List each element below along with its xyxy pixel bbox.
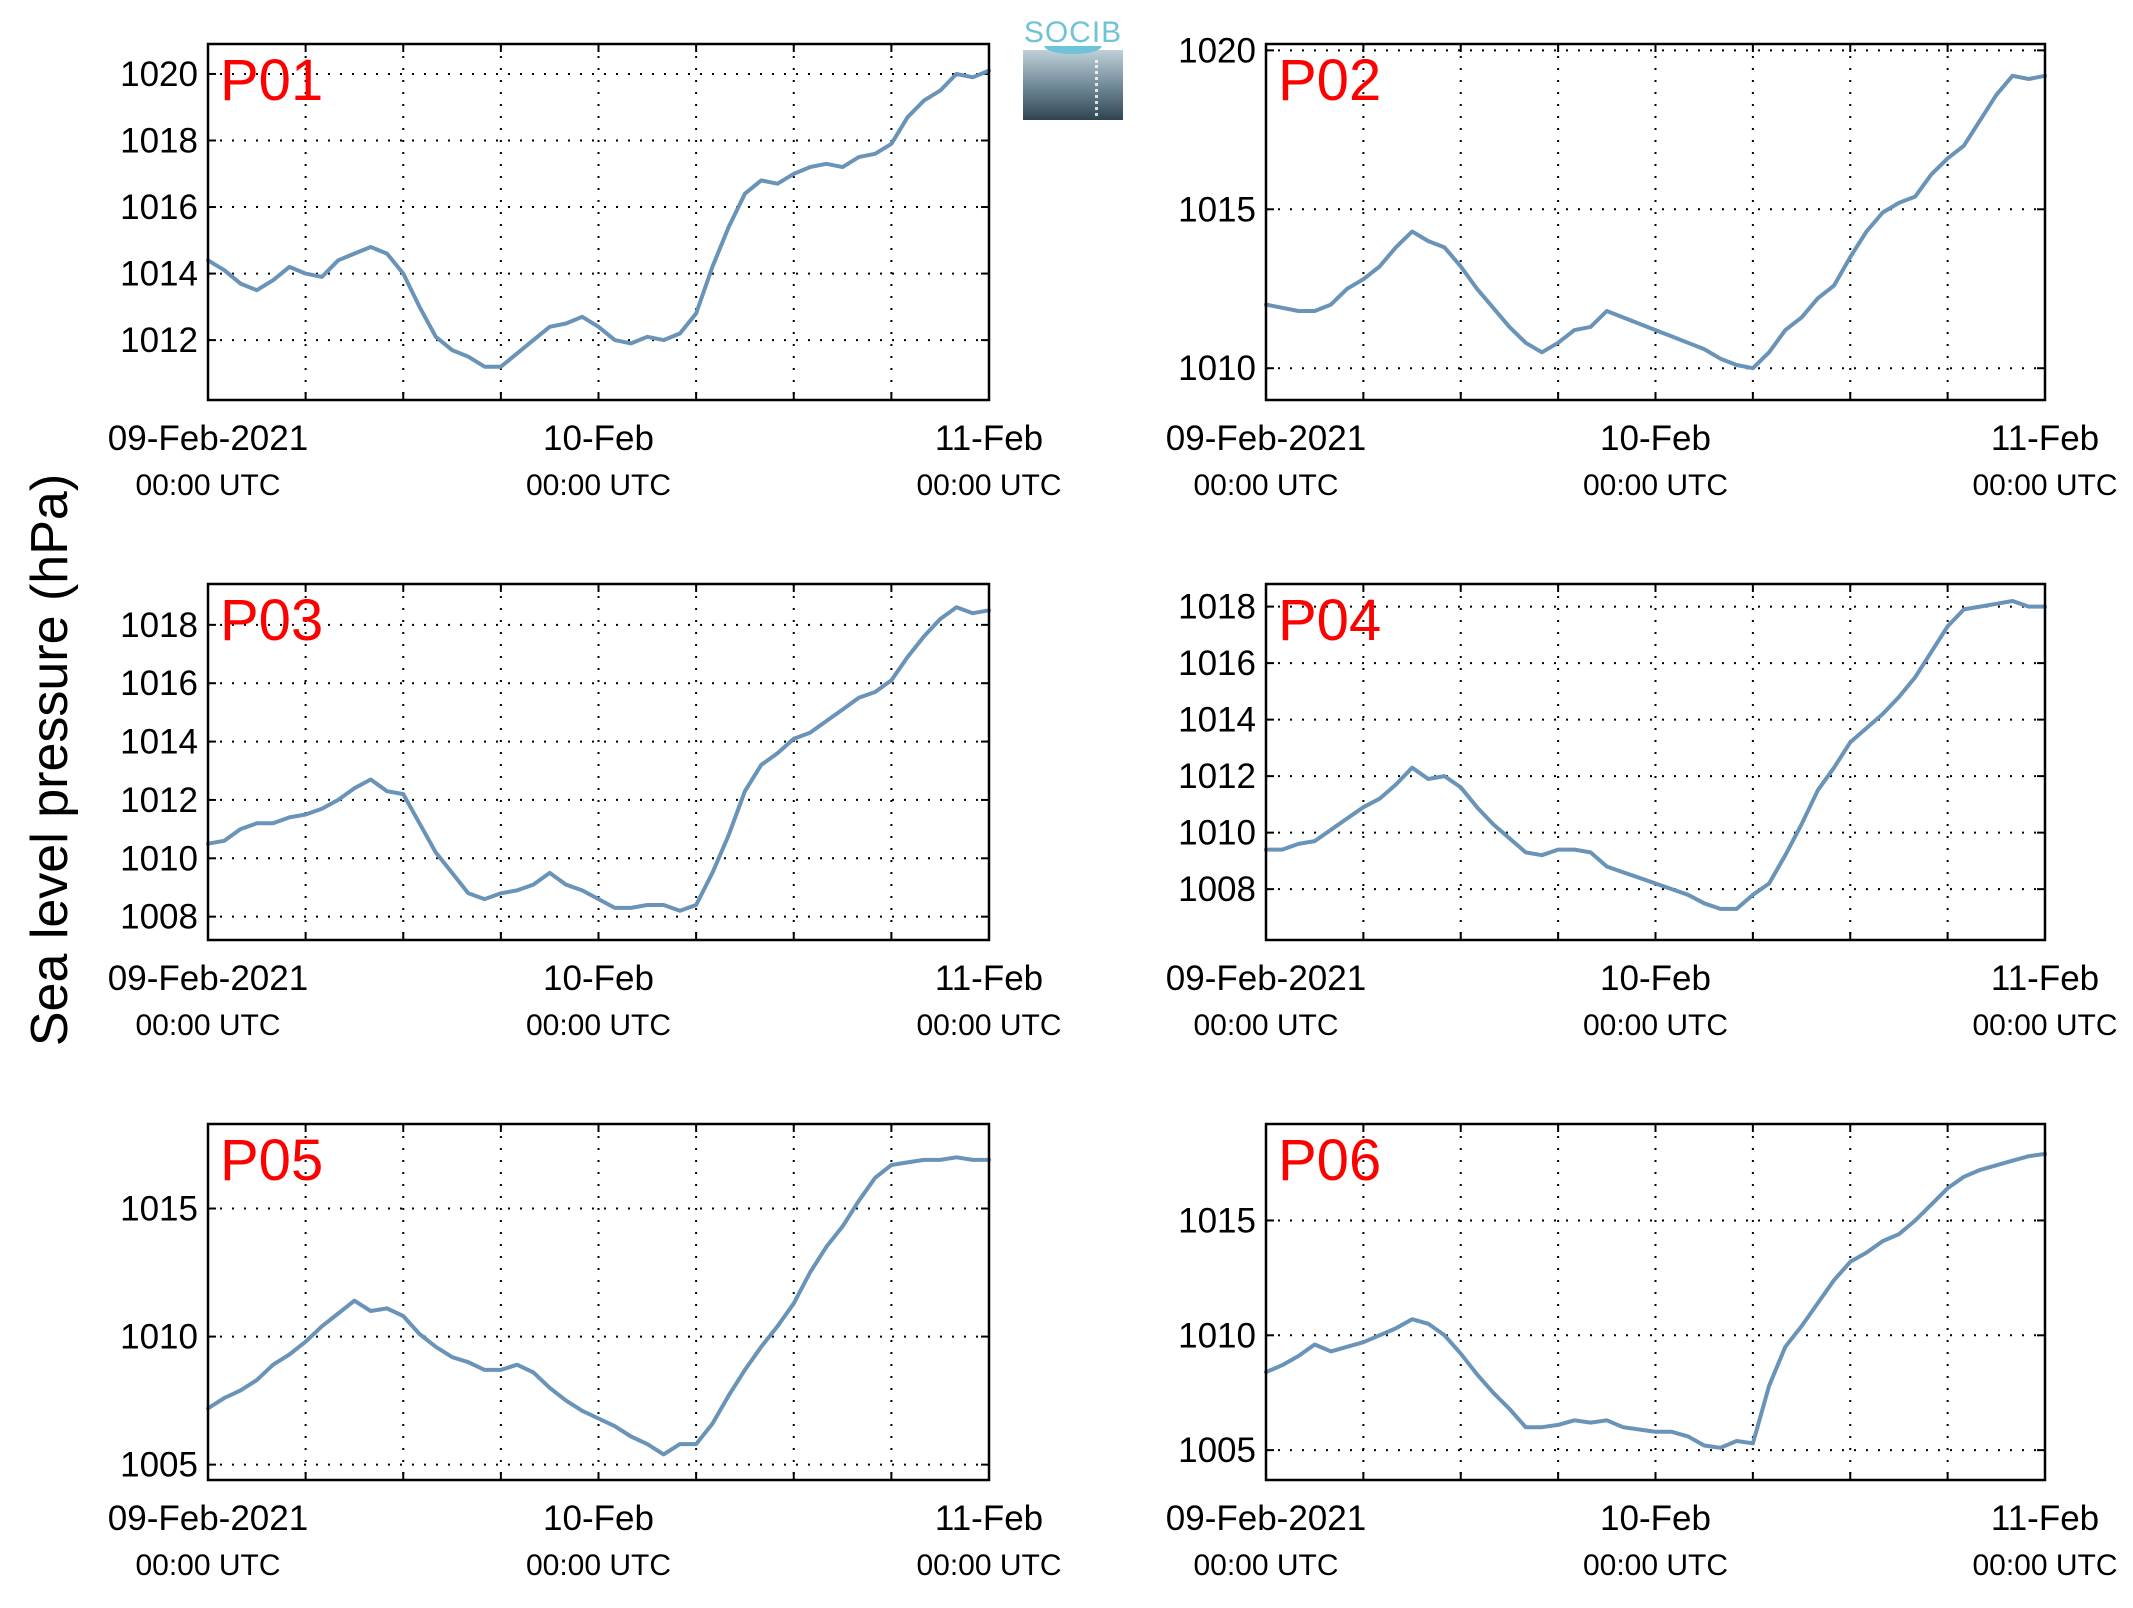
y-tick-label: 1014 xyxy=(120,255,198,294)
x-tick-sublabel: 00:00 UTC xyxy=(1972,469,2117,502)
x-tick-label: 10-Feb xyxy=(543,419,654,458)
x-tick-sublabel: 00:00 UTC xyxy=(1583,1009,1728,1042)
data-line xyxy=(206,68,991,369)
y-tick-label: 1012 xyxy=(1178,757,1256,796)
x-tick-sublabel: 00:00 UTC xyxy=(1583,1549,1728,1582)
y-tick-label: 1014 xyxy=(120,723,198,762)
data-line xyxy=(1264,1151,2047,1450)
x-tick-label: 09-Feb-2021 xyxy=(1166,419,1366,458)
logo-wave xyxy=(1023,46,1123,60)
y-tick-label: 1008 xyxy=(120,898,198,937)
x-tick-label: 10-Feb xyxy=(1600,1499,1711,1538)
data-line xyxy=(206,605,991,913)
y-tick-label: 1010 xyxy=(120,1318,198,1357)
y-tick-label: 1015 xyxy=(120,1190,198,1229)
chart-panel-4: 1008 1010 1012 1014 1016 1018 09-Feb-2021 00:00… xyxy=(1166,582,2118,1042)
x-tick-sublabel: 00:00 UTC xyxy=(916,469,1061,502)
axes-box xyxy=(206,1122,991,1482)
y-tick-label: 1018 xyxy=(120,121,198,160)
x-tick-label: 09-Feb-2021 xyxy=(108,1499,308,1538)
y-tick-label: 1016 xyxy=(1178,644,1256,683)
y-tick-label: 1018 xyxy=(1178,588,1256,627)
x-tick-label: 10-Feb xyxy=(1600,419,1711,458)
chart-panel-2: 1010 1015 1020 09-Feb-2021 00:00 UTC 10-Feb 00… xyxy=(1166,31,2118,502)
x-tick-sublabel: 00:00 UTC xyxy=(526,1549,671,1582)
x-tick-label: 09-Feb-2021 xyxy=(1166,1499,1366,1538)
x-tick-label: 11-Feb xyxy=(1991,1499,2099,1538)
x-tick-label: 11-Feb xyxy=(935,1499,1043,1538)
y-tick-label: 1010 xyxy=(1178,1316,1256,1355)
y-tick-label: 1016 xyxy=(120,188,198,227)
y-tick-label: 1010 xyxy=(120,839,198,878)
chart-panel-5: 1005 1010 1015 09-Feb-2021 00:00 UTC 10-Feb 00… xyxy=(108,1122,1062,1582)
x-tick-label: 09-Feb-2021 xyxy=(1166,959,1366,998)
x-tick-sublabel: 00:00 UTC xyxy=(526,1009,671,1042)
chart-panel-6: 1005 1010 1015 09-Feb-2021 00:00 UTC 10-Feb 00… xyxy=(1166,1122,2118,1582)
x-tick-sublabel: 00:00 UTC xyxy=(135,469,280,502)
x-tick-label: 11-Feb xyxy=(1991,959,2099,998)
axes-box xyxy=(206,582,991,942)
y-tick-label: 1014 xyxy=(1178,701,1256,740)
y-tick-label: 1012 xyxy=(120,321,198,360)
y-tick-label: 1020 xyxy=(1178,31,1256,70)
x-tick-sublabel: 00:00 UTC xyxy=(135,1549,280,1582)
x-tick-sublabel: 00:00 UTC xyxy=(1972,1549,2117,1582)
y-tick-label: 1015 xyxy=(1178,1201,1256,1240)
x-tick-label: 10-Feb xyxy=(543,1499,654,1538)
x-tick-sublabel: 00:00 UTC xyxy=(916,1009,1061,1042)
data-line xyxy=(1264,73,2047,371)
data-line xyxy=(1264,599,2047,911)
panel-label: P02 xyxy=(1278,48,1381,113)
logo-dots xyxy=(1095,60,1102,116)
socib-logo: SOCIB xyxy=(1023,16,1123,120)
panel-label: P06 xyxy=(1278,1128,1381,1193)
logo-graphic xyxy=(1023,50,1123,120)
x-tick-label: 10-Feb xyxy=(543,959,654,998)
axes-box xyxy=(1264,42,2047,402)
x-tick-label: 09-Feb-2021 xyxy=(108,959,308,998)
x-tick-sublabel: 00:00 UTC xyxy=(526,469,671,502)
x-tick-label: 10-Feb xyxy=(1600,959,1711,998)
panel-label: P04 xyxy=(1278,588,1381,653)
y-tick-label: 1016 xyxy=(120,664,198,703)
y-tick-label: 1020 xyxy=(120,55,198,94)
y-tick-label: 1018 xyxy=(120,606,198,645)
panel-label: P03 xyxy=(220,588,323,653)
y-tick-label: 1008 xyxy=(1178,870,1256,909)
y-tick-label: 1012 xyxy=(120,781,198,820)
axes-box xyxy=(1264,582,2047,942)
chart-panel-1: 1012 1014 1016 1018 1020 09-Feb-2021 00:00 UTC… xyxy=(108,42,1062,502)
x-tick-sublabel: 00:00 UTC xyxy=(1972,1009,2117,1042)
y-tick-label: 1005 xyxy=(120,1446,198,1485)
y-tick-label: 1005 xyxy=(1178,1431,1256,1470)
y-tick-label: 1010 xyxy=(1178,349,1256,388)
y-tick-label: 1010 xyxy=(1178,814,1256,853)
data-line xyxy=(206,1155,991,1457)
axes-box xyxy=(206,42,991,402)
x-tick-label: 11-Feb xyxy=(935,419,1043,458)
x-tick-sublabel: 00:00 UTC xyxy=(1193,469,1338,502)
x-tick-sublabel: 00:00 UTC xyxy=(1193,1009,1338,1042)
y-tick-label: 1015 xyxy=(1178,190,1256,229)
x-tick-sublabel: 00:00 UTC xyxy=(1193,1549,1338,1582)
x-tick-sublabel: 00:00 UTC xyxy=(135,1009,280,1042)
panel-label: P01 xyxy=(220,48,323,113)
x-tick-label: 09-Feb-2021 xyxy=(108,419,308,458)
logo-text: SOCIB xyxy=(1023,16,1123,49)
x-tick-sublabel: 00:00 UTC xyxy=(916,1549,1061,1582)
x-tick-label: 11-Feb xyxy=(935,959,1043,998)
x-tick-sublabel: 00:00 UTC xyxy=(1583,469,1728,502)
x-tick-label: 11-Feb xyxy=(1991,419,2099,458)
chart-panel-3: 1008 1010 1012 1014 1016 1018 09-Feb-2021 00:00… xyxy=(108,582,1062,1042)
axes-box xyxy=(1264,1122,2047,1482)
panel-label: P05 xyxy=(220,1128,323,1193)
